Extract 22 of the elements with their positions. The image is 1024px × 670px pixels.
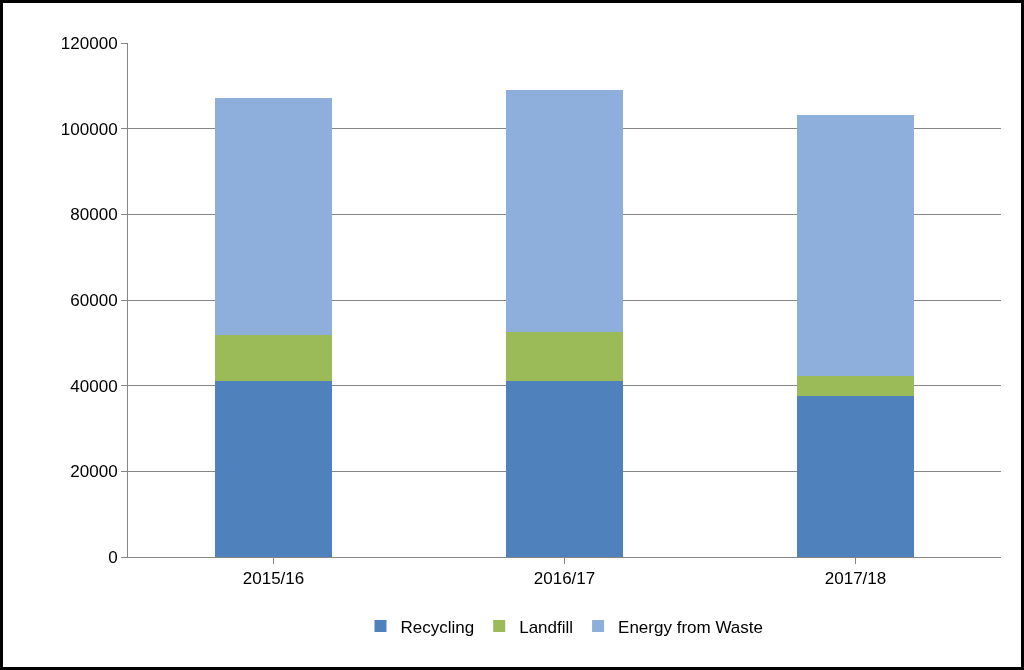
- x-tick-label: 2017/18: [824, 569, 887, 589]
- bar: [797, 396, 914, 557]
- legend-label: Landfill: [519, 617, 574, 637]
- y-tick-label: 100000: [60, 119, 118, 139]
- y-tick-label: 40000: [70, 376, 118, 396]
- bar: [797, 114, 914, 377]
- bar: [506, 89, 623, 333]
- legend-label: Recycling: [400, 617, 475, 637]
- y-tick-label: 20000: [70, 462, 118, 482]
- bar: [215, 97, 332, 336]
- legend-label: Energy from Waste: [618, 617, 763, 637]
- bar: [797, 376, 914, 397]
- bar: [506, 381, 623, 557]
- x-tick-label: 2016/17: [533, 569, 596, 589]
- y-tick-label: 60000: [70, 290, 118, 310]
- bar: [215, 335, 332, 382]
- x-tick-label: 2015/16: [242, 569, 305, 589]
- y-tick-label: 0: [108, 547, 118, 567]
- bar: [215, 381, 332, 557]
- bar: [506, 332, 623, 382]
- y-tick-label: 120000: [60, 33, 118, 53]
- y-tick-label: 80000: [70, 205, 118, 225]
